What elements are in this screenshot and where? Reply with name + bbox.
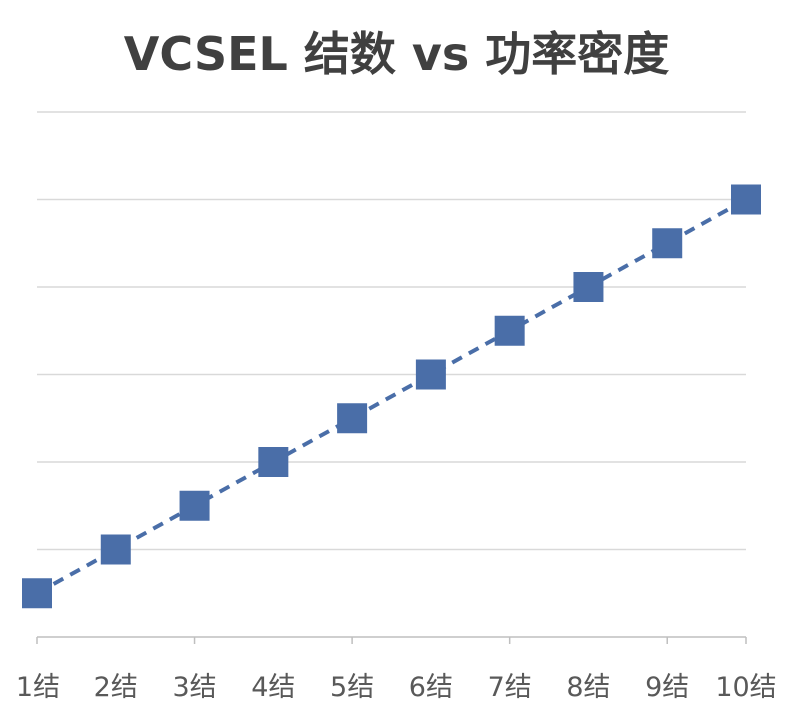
x-tick-label: 9结 bbox=[645, 672, 689, 703]
x-tick-label: 3结 bbox=[172, 672, 216, 703]
x-tick-label: 6结 bbox=[409, 672, 453, 703]
chart-title: VCSEL 结数 vs 功率密度 bbox=[123, 27, 670, 81]
data-point-marker bbox=[100, 534, 131, 565]
data-point-marker bbox=[731, 184, 761, 215]
x-tick-label: 1结 bbox=[16, 672, 60, 703]
x-tick-label: 10结 bbox=[715, 672, 776, 703]
x-tick-label: 5结 bbox=[330, 672, 374, 703]
data-point-marker bbox=[573, 272, 604, 302]
x-tick-label: 2结 bbox=[94, 672, 138, 703]
data-markers bbox=[22, 184, 761, 609]
x-tick-labels: 1结 2结 3结 4结 5结 6结 7结 8结 9结 10结 bbox=[16, 672, 777, 703]
data-point-marker bbox=[494, 315, 525, 346]
x-tick-label: 4结 bbox=[251, 672, 295, 703]
gridlines bbox=[37, 111, 746, 551]
x-axis bbox=[36, 636, 747, 644]
data-point-marker bbox=[652, 228, 683, 259]
data-point-marker bbox=[337, 403, 368, 434]
data-point-marker bbox=[258, 447, 289, 477]
series-line bbox=[36, 197, 747, 595]
data-point-marker bbox=[22, 578, 52, 609]
x-tick-label: 7结 bbox=[488, 672, 532, 703]
series-line-group bbox=[36, 197, 747, 595]
x-tick-label: 8结 bbox=[566, 672, 610, 703]
data-point-marker bbox=[179, 490, 210, 521]
data-point-marker bbox=[415, 359, 446, 390]
